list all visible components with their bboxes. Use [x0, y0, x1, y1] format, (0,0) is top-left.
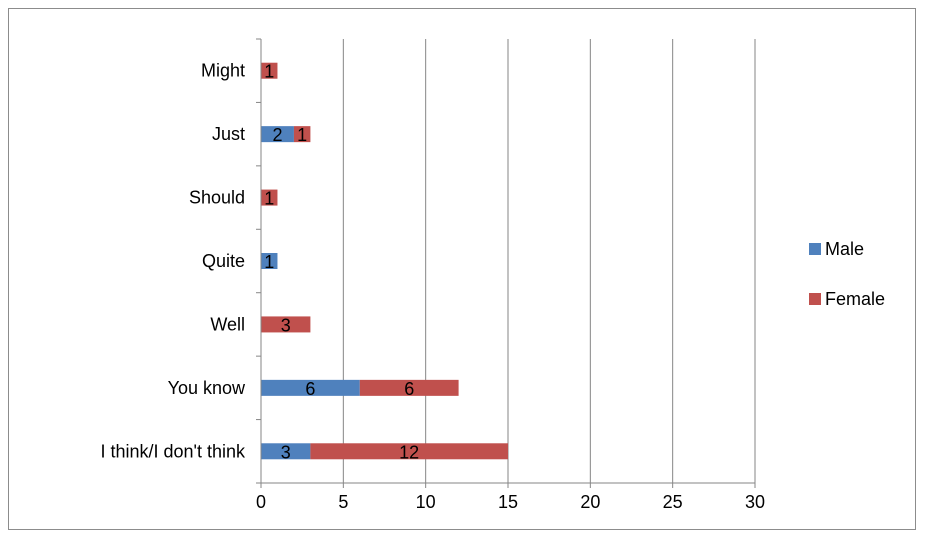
category-label-just: Just [212, 124, 245, 144]
category-label-should: Should [189, 188, 245, 208]
x-tick-label-15: 15 [498, 492, 518, 512]
bar-male-i-think-i-don-t-think [261, 443, 311, 460]
x-tick-label-5: 5 [338, 492, 348, 512]
data-label-female-should: 1 [264, 189, 274, 209]
bar-female-might [261, 62, 278, 79]
category-label-well: Well [210, 314, 245, 334]
category-label-quite: Quite [202, 251, 245, 271]
legend-swatch-female [809, 293, 821, 305]
legend-label-female: Female [825, 289, 885, 309]
data-label-male-quite: 1 [264, 252, 274, 272]
bar-female-well [261, 316, 311, 333]
legend-swatch-male [809, 243, 821, 255]
data-label-male-just: 2 [272, 125, 282, 145]
chart-frame: 0 5 10 15 20 25 30 Might 1 Just 2 1 Should 1 Quite 1 Wel… [8, 8, 916, 530]
x-tick-label-20: 20 [580, 492, 600, 512]
bar-female-just [293, 126, 311, 143]
x-tick-label-25: 25 [663, 492, 683, 512]
category-label-i-think-i-don-t-think: I think/I don't think [100, 441, 246, 461]
category-label-you-know: You know [168, 378, 246, 398]
x-tick-label-0: 0 [256, 492, 266, 512]
legend-label-male: Male [825, 239, 864, 259]
bar-male-you-know [261, 379, 360, 396]
data-label-male-i-think-i-don-t-think: 3 [281, 442, 291, 462]
bar-female-you-know [359, 379, 459, 396]
data-label-female-might: 1 [264, 62, 274, 82]
x-tick-label-30: 30 [745, 492, 765, 512]
data-label-female-you-know: 6 [404, 379, 414, 399]
bar-male-just [261, 126, 294, 143]
legend: Male Female [809, 239, 885, 309]
bar-male-quite [261, 253, 278, 269]
bar-female-i-think-i-don-t-think [310, 443, 508, 460]
data-label-female-i-think-i-don-t-think: 12 [399, 442, 419, 462]
data-label-female-just: 1 [297, 125, 307, 145]
data-label-female-well: 3 [281, 315, 291, 335]
bars [261, 62, 508, 460]
axes [260, 39, 755, 484]
grid-lines [256, 38, 756, 488]
data-label-male-you-know: 6 [305, 379, 315, 399]
bar-female-should [261, 189, 278, 206]
category-label-might: Might [201, 61, 245, 81]
x-tick-label-10: 10 [416, 492, 436, 512]
